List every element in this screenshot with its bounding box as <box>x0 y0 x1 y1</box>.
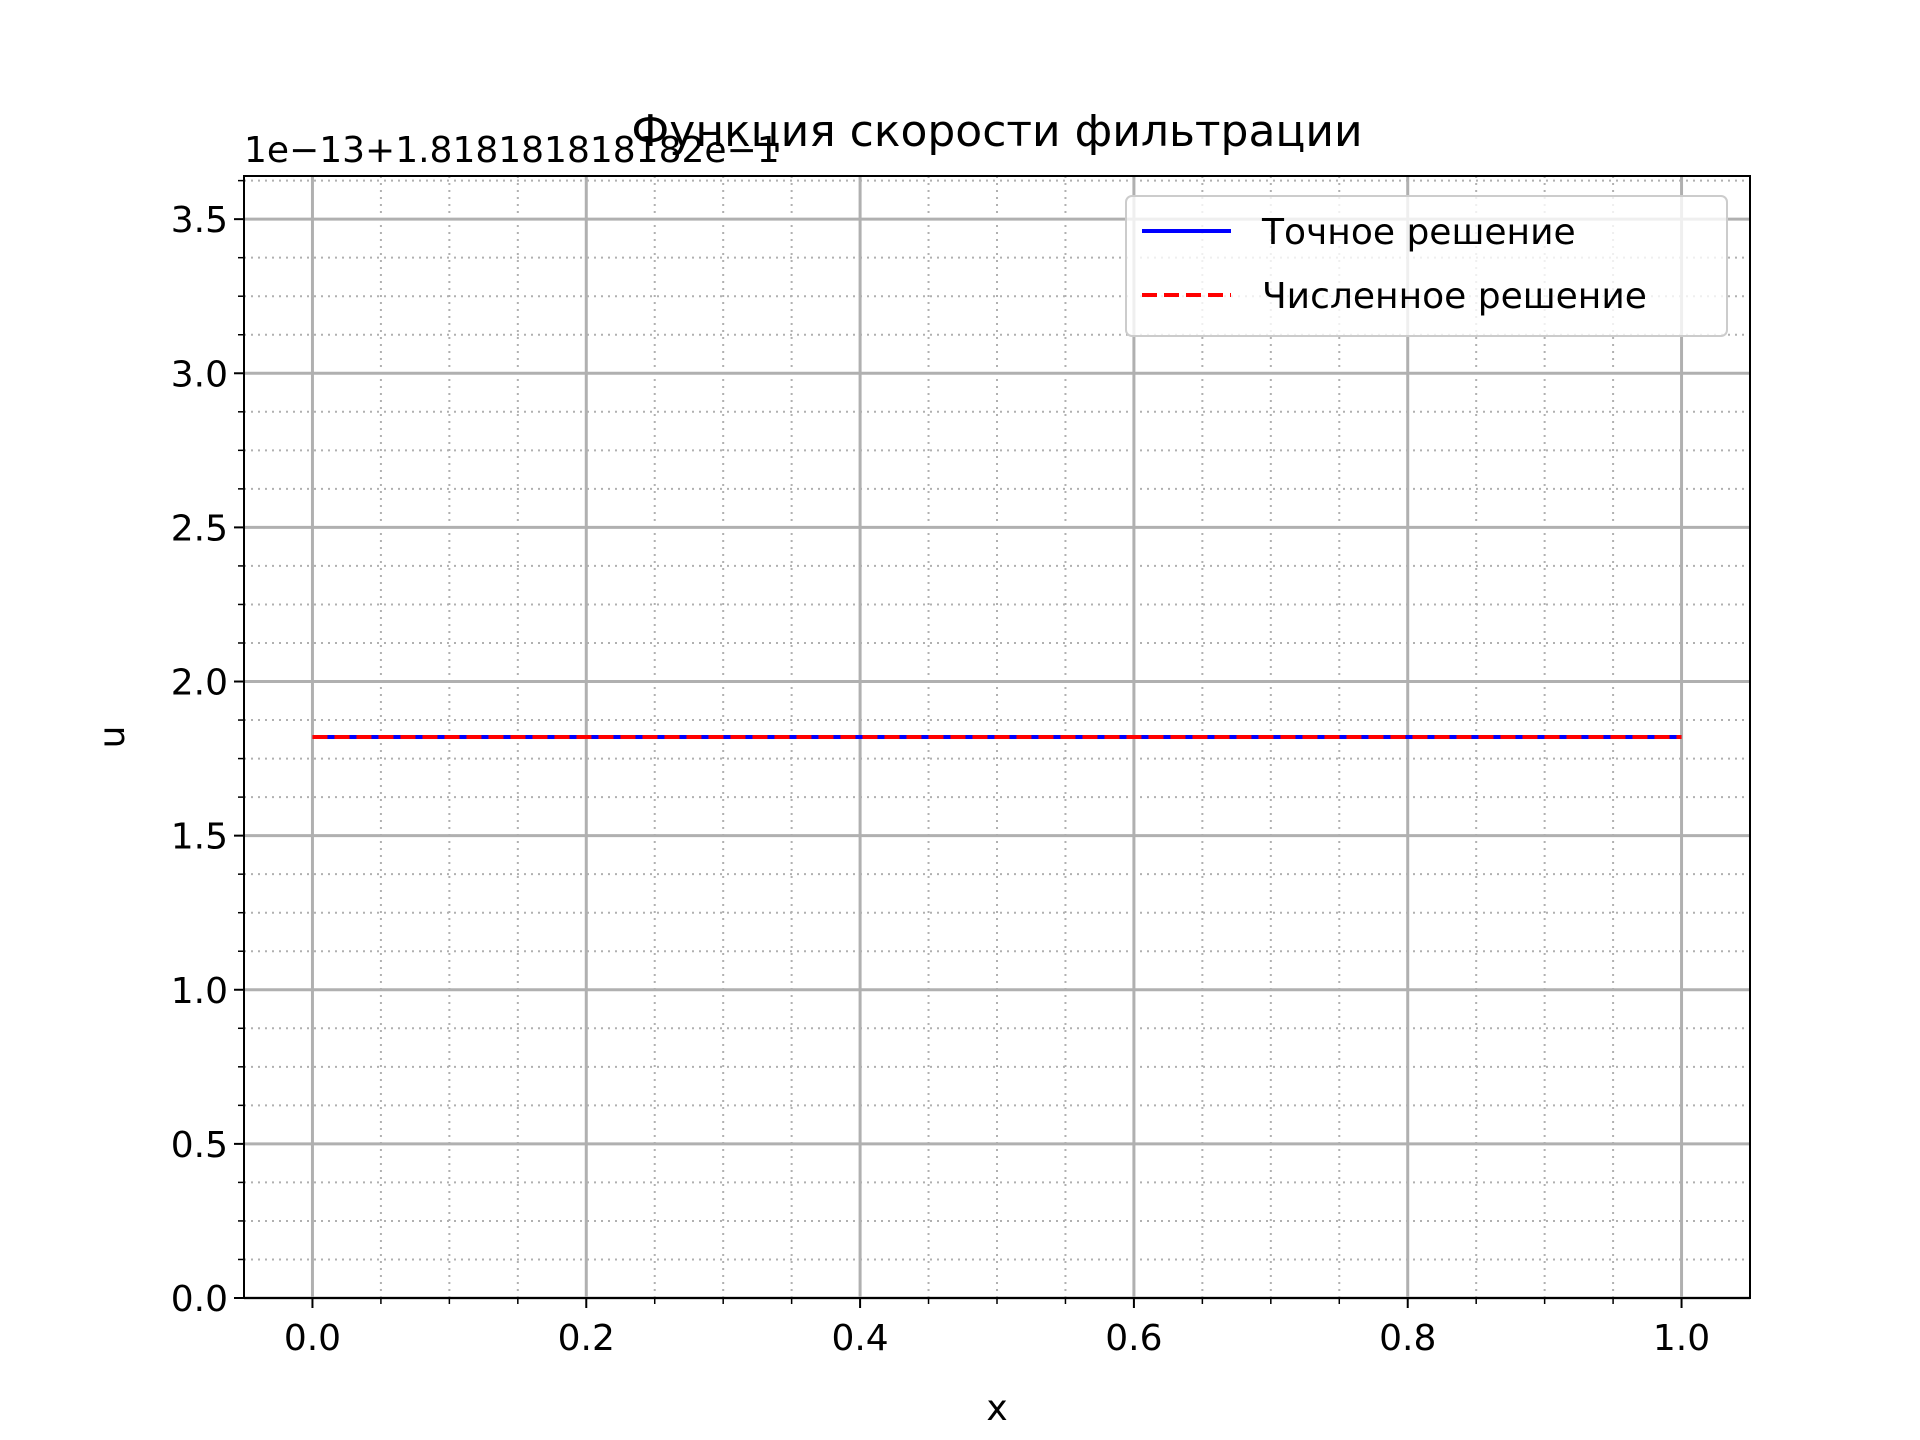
x-tick-label: 0.8 <box>1379 1318 1436 1359</box>
y-axis-ticks: 0.0 0.5 1.0 1.5 2.0 2.5 3.0 3.5 <box>171 179 244 1320</box>
x-tick-label: 0.2 <box>558 1318 615 1359</box>
chart-title: Функция скорости фильтрации <box>631 106 1362 157</box>
x-tick-label: 0.4 <box>831 1318 888 1359</box>
y-tick-label: 1.5 <box>171 817 228 858</box>
x-tick-label: 0.0 <box>284 1318 341 1359</box>
y-tick-label: 0.0 <box>171 1279 228 1320</box>
y-tick-label: 2.5 <box>171 508 228 549</box>
legend-label-numerical: Численное решение <box>1262 276 1647 317</box>
x-axis-ticks: 0.0 0.2 0.4 0.6 0.8 1.0 <box>284 1298 1710 1359</box>
y-tick-label: 3.0 <box>171 354 228 395</box>
y-tick-label: 0.5 <box>171 1125 228 1166</box>
x-tick-label: 0.6 <box>1105 1318 1162 1359</box>
y-tick-label: 1.0 <box>171 971 228 1012</box>
y-tick-label: 3.5 <box>171 200 228 241</box>
legend-label-exact: Точное решение <box>1261 212 1576 253</box>
axis-offset-text: 1e−13+1.818181818182e−1 <box>244 130 780 171</box>
y-tick-label: 2.0 <box>171 663 228 704</box>
legend-box <box>1125 195 1728 337</box>
x-tick-label: 1.0 <box>1653 1318 1710 1359</box>
legend: Точное решение Численное решение <box>1125 195 1728 337</box>
x-axis-label: x <box>986 1388 1007 1429</box>
y-axis-label: u <box>92 726 133 749</box>
